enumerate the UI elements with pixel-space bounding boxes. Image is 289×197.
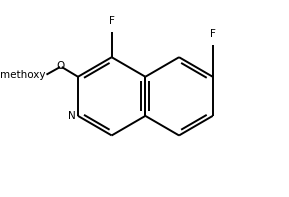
- Text: F: F: [210, 29, 216, 39]
- Text: N: N: [68, 111, 75, 121]
- Text: methoxy: methoxy: [0, 70, 45, 80]
- Text: O: O: [56, 61, 64, 71]
- Text: F: F: [109, 16, 115, 26]
